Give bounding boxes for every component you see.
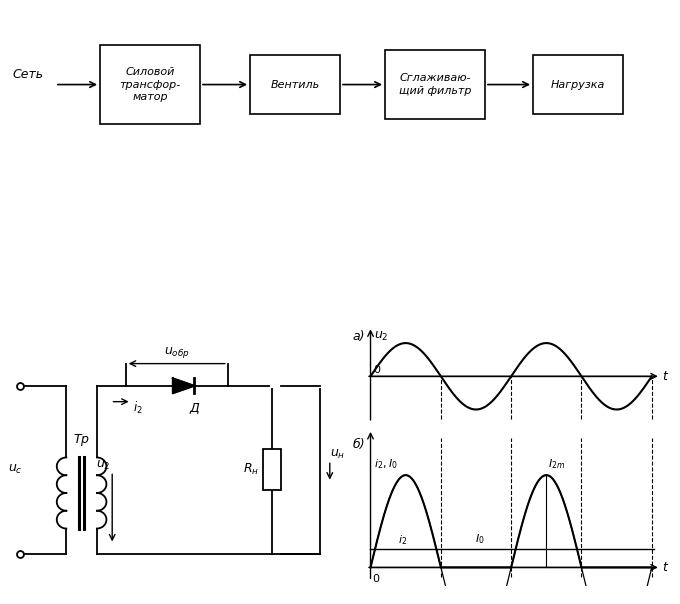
Text: $Тр$: $Тр$ (73, 432, 90, 448)
Bar (262, 449, 282, 490)
Text: $i_2, I_0$: $i_2, I_0$ (374, 457, 398, 471)
Bar (250, 55, 340, 114)
Bar (533, 55, 623, 114)
Text: а): а) (352, 330, 365, 343)
Text: $i_2$: $i_2$ (133, 400, 142, 416)
Text: $u_2$: $u_2$ (96, 458, 110, 472)
Text: $Д$: $Д$ (189, 402, 201, 416)
Text: $t$: $t$ (662, 370, 669, 383)
Text: $0$: $0$ (372, 572, 380, 584)
Text: $i_2$: $i_2$ (398, 533, 407, 547)
Text: Нагрузка: Нагрузка (551, 80, 605, 89)
Text: $I_0$: $I_0$ (475, 532, 484, 546)
Text: $R_н$: $R_н$ (243, 462, 259, 477)
Text: $t$: $t$ (662, 561, 669, 574)
Text: $u_c$: $u_c$ (8, 463, 23, 477)
Text: Сеть: Сеть (12, 68, 43, 81)
Text: Силовой
трансфор-
матор: Силовой трансфор- матор (120, 67, 181, 102)
Text: $u_н$: $u_н$ (330, 448, 345, 460)
Bar (385, 50, 485, 120)
Text: $u_2$: $u_2$ (374, 330, 388, 343)
Text: $u_{обр}$: $u_{обр}$ (164, 345, 190, 361)
Text: Вентиль: Вентиль (271, 80, 320, 89)
Text: $I_{2m}$: $I_{2m}$ (548, 457, 565, 471)
Text: $0$: $0$ (373, 362, 381, 374)
Text: б): б) (352, 439, 365, 451)
Text: Сглаживаю-
щий фильтр: Сглаживаю- щий фильтр (398, 73, 471, 96)
Polygon shape (173, 378, 194, 393)
Bar (100, 45, 200, 124)
